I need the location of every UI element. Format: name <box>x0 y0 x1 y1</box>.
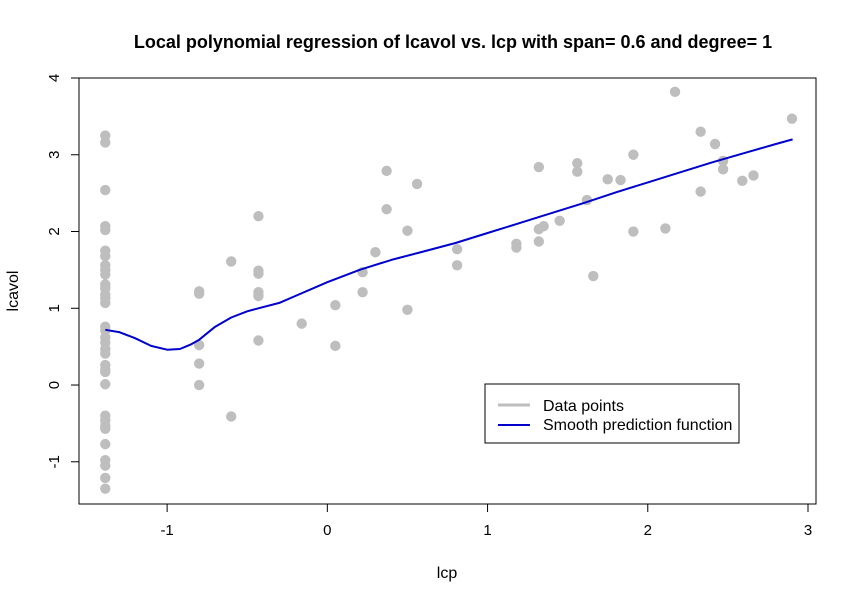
data-point <box>786 113 798 124</box>
y-tick-label: 1 <box>46 304 63 312</box>
data-point <box>253 335 264 346</box>
data-point <box>253 210 264 222</box>
data-point <box>660 223 671 234</box>
data-point <box>100 423 111 434</box>
data-point <box>193 339 205 351</box>
data-point <box>402 304 413 316</box>
x-tick-label: -1 <box>160 522 173 539</box>
x-tick-label: 2 <box>644 522 652 539</box>
data-point <box>717 164 729 175</box>
data-point <box>330 340 341 352</box>
data-point <box>193 288 205 299</box>
legend-box <box>484 383 740 444</box>
plot-area <box>100 86 798 494</box>
legend: Data points Smooth prediction function <box>484 383 740 444</box>
data-point <box>572 166 583 177</box>
y-tick-label: 4 <box>46 74 63 82</box>
data-point <box>226 411 237 422</box>
data-point <box>511 242 522 253</box>
y-axis: -1 0 1 2 3 4 <box>46 74 80 468</box>
data-point <box>411 178 423 190</box>
legend-label-data-points: Data points <box>543 398 624 415</box>
data-point <box>193 358 205 369</box>
data-point <box>709 138 721 150</box>
data-point <box>253 268 264 279</box>
data-point <box>100 483 111 494</box>
data-point <box>572 158 583 169</box>
data-point <box>381 165 392 177</box>
data-point <box>226 256 237 267</box>
data-point <box>402 225 413 236</box>
data-point <box>193 379 205 391</box>
data-point <box>100 348 111 359</box>
y-tick-label: 3 <box>46 151 63 159</box>
data-point <box>451 260 463 271</box>
x-tick-label: 0 <box>323 522 331 539</box>
smooth-prediction-line <box>105 138 793 351</box>
data-point <box>100 438 111 450</box>
data-point <box>370 247 381 258</box>
x-tick-label: 3 <box>804 522 812 539</box>
x-axis: -1 0 1 2 3 <box>160 503 812 539</box>
data-point <box>695 126 706 137</box>
data-point <box>381 204 392 215</box>
data-point <box>748 170 759 181</box>
data-point <box>330 300 341 311</box>
legend-label-smooth-function: Smooth prediction function <box>543 417 732 434</box>
y-axis-label: lcavol <box>5 271 22 312</box>
data-point <box>296 318 307 329</box>
data-point <box>588 270 599 282</box>
data-point <box>554 215 565 226</box>
data-point <box>100 224 111 236</box>
y-tick-label: -1 <box>46 455 63 468</box>
data-point <box>533 236 545 247</box>
chart-title: Local polynomial regression of lcavol vs… <box>134 32 772 52</box>
data-point <box>628 149 639 160</box>
data-point <box>538 220 549 232</box>
data-point <box>669 86 681 98</box>
data-point <box>451 243 463 255</box>
x-tick-label: 1 <box>483 522 491 539</box>
data-point <box>100 472 111 484</box>
data-point <box>253 290 264 302</box>
y-tick-label: 2 <box>46 227 63 235</box>
data-point <box>100 269 111 280</box>
data-point <box>533 161 545 173</box>
data-point <box>100 250 111 262</box>
data-point <box>695 186 706 197</box>
data-point <box>100 137 111 148</box>
data-point <box>100 184 111 196</box>
x-axis-label: lcp <box>437 565 458 582</box>
data-point <box>100 379 111 390</box>
data-point <box>615 174 626 186</box>
data-point <box>737 175 748 187</box>
data-point <box>628 226 639 237</box>
data-point <box>357 286 368 298</box>
data-point <box>100 297 111 309</box>
data-point <box>602 174 613 185</box>
y-tick-label: 0 <box>46 381 63 389</box>
data-point <box>100 460 111 471</box>
data-point <box>100 366 111 378</box>
